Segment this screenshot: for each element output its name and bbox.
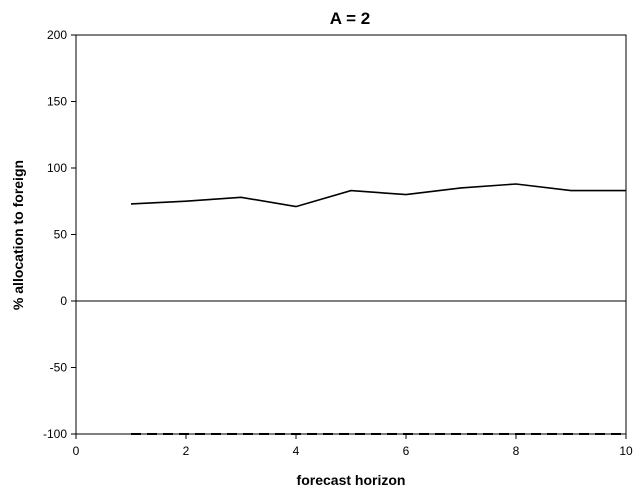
series-line-solid [130, 183, 626, 208]
x-tick-label: 8 [513, 444, 520, 458]
x-tick-label: 6 [403, 444, 410, 458]
y-axis-label: % allocation to foreign [10, 160, 26, 310]
x-tick-label: 10 [619, 444, 633, 458]
x-tick-label: 0 [73, 444, 80, 458]
y-tick-label: -100 [43, 427, 67, 441]
y-tick-label: 0 [60, 294, 67, 308]
chart-title: A = 2 [330, 9, 370, 28]
plot-area: -100 -50 0 50 100 150 200 0 2 4 6 8 10 [43, 28, 633, 458]
y-tick-label: -50 [50, 361, 68, 375]
x-tick-label: 4 [293, 444, 300, 458]
y-tick-label: 200 [47, 28, 67, 42]
plot-frame [75, 34, 627, 435]
y-tick-label: 100 [47, 161, 67, 175]
y-tick-label: 50 [54, 228, 68, 242]
y-tick-label: 150 [47, 95, 67, 109]
x-tick-label: 2 [183, 444, 190, 458]
x-axis-label: forecast horizon [297, 472, 406, 488]
